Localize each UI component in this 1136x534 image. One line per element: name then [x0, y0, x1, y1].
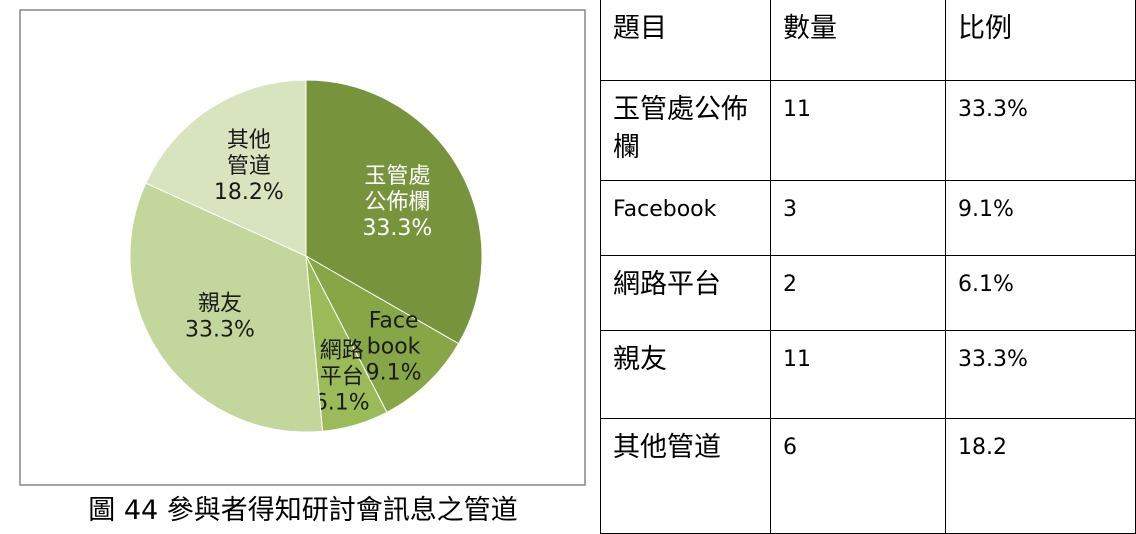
table-cell: 比例 — [945, 0, 1136, 81]
slice-label: 親友 — [198, 291, 242, 316]
pie-slice — [129, 182, 324, 433]
table-cell: 網路平台 — [600, 254, 771, 331]
slice-value-label: 33.3% — [362, 216, 432, 241]
table-cell: Facebook — [600, 179, 771, 256]
slice-value-label: 33.3% — [185, 317, 255, 342]
table-cell: 題目 — [600, 0, 771, 81]
table-cell: 親友 — [600, 329, 771, 419]
figure-caption: 圖 44 參與者得知研討會訊息之管道 — [88, 495, 518, 526]
table-cell: 數量 — [770, 0, 946, 81]
slice-label: 其他管道 — [227, 128, 271, 179]
slice-label: 玉管處公佈欄 — [364, 164, 430, 215]
table-cell: 6.1% — [945, 254, 1136, 331]
table-cell: 11 — [770, 79, 946, 181]
pie-slice — [305, 79, 483, 345]
slice-value-label: 9.1% — [366, 361, 422, 386]
table-cell: 11 — [770, 329, 946, 419]
slice-value-label: 18.2% — [214, 180, 284, 205]
table-cell: 33.3% — [945, 79, 1136, 181]
table-cell: 6 — [770, 417, 946, 534]
pie-slice — [304, 254, 460, 413]
table-row: 玉管處公佈欄 11 33.3% — [600, 79, 1136, 181]
slice-value-label: 6.1% — [314, 391, 370, 416]
table-cell: 9.1% — [945, 179, 1136, 256]
table-row: Facebook 3 9.1% — [600, 179, 1136, 256]
table-row: 親友 11 33.3% — [600, 329, 1136, 419]
pie-slice — [145, 79, 307, 257]
table-row: 題目 數量 比例 — [600, 0, 1136, 81]
table-cell: 2 — [770, 254, 946, 331]
slice-label: 網路平台 — [320, 339, 364, 390]
table-cell: 其他管道 — [600, 417, 771, 534]
table-cell: 3 — [770, 179, 946, 256]
table-row: 其他管道 6 18.2 — [600, 417, 1136, 534]
table-cell: 18.2 — [945, 417, 1136, 534]
table-cell: 玉管處公佈欄 — [600, 79, 771, 181]
table-row: 網路平台 2 6.1% — [600, 254, 1136, 331]
data-table: 題目 數量 比例 玉管處公佈欄 11 33.3% Facebook 3 9.1% 網路平台 2 6.1… — [600, 0, 1136, 534]
table-cell: 33.3% — [945, 329, 1136, 419]
slice-label: Face book — [367, 309, 421, 360]
